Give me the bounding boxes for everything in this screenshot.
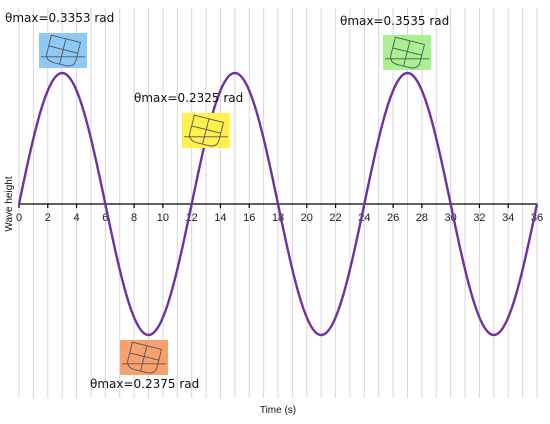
boat-center-line	[140, 345, 148, 372]
annotations: θmax=0.3353 rad θmax=0.2375 rad θmax=0.232…	[5, 11, 449, 391]
boat-icon	[120, 340, 168, 375]
x-tick-label: 26	[387, 212, 399, 224]
x-tick-label: 10	[157, 212, 169, 224]
theta-max-label: θmax=0.2325 rad	[134, 91, 243, 105]
theta-max-label: θmax=0.3353 rad	[5, 11, 114, 25]
boat-hull	[189, 114, 225, 147]
series-layer	[17, 71, 539, 337]
x-tick-label: 8	[131, 212, 137, 224]
x-axis-title: Time (s)	[260, 405, 296, 416]
boat-center-line	[59, 38, 67, 65]
x-tick-label: 34	[502, 212, 514, 224]
boat-hull-outline	[127, 341, 163, 374]
boat-icon	[182, 113, 230, 148]
boat-hull-outline	[189, 114, 225, 147]
x-tick-label: 6	[102, 212, 108, 224]
boat-hull	[390, 36, 426, 69]
x-tick-label: 0	[16, 212, 22, 224]
x-tick-label: 14	[214, 212, 226, 224]
wave-series-line	[17, 71, 539, 337]
boat-hull-outline	[46, 34, 82, 67]
theta-max-label: θmax=0.3535 rad	[340, 14, 449, 28]
x-tick-label: 20	[301, 212, 313, 224]
x-tick-label: 2	[45, 212, 51, 224]
x-tick-label: 16	[243, 212, 255, 224]
x-tick-label: 32	[473, 212, 485, 224]
boat-hull	[46, 34, 82, 67]
boat-hull-outline	[390, 36, 426, 69]
boat-center-line	[202, 118, 210, 145]
boat-icon	[383, 35, 431, 70]
x-tick-label: 4	[73, 212, 79, 224]
theta-max-label: θmax=0.2375 rad	[90, 377, 199, 391]
x-tick-label: 22	[329, 212, 341, 224]
boat-center-line	[403, 40, 411, 67]
boat-hull	[127, 341, 163, 374]
boat-icon	[39, 33, 87, 68]
y-axis-title: Wave height	[4, 176, 15, 231]
x-tick-label: 28	[416, 212, 428, 224]
